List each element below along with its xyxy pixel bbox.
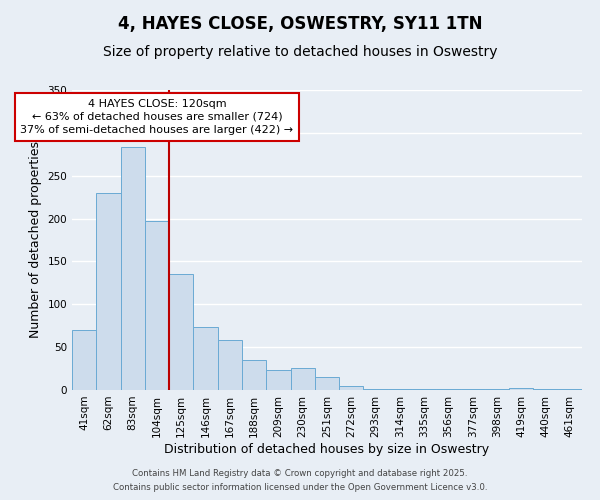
Bar xyxy=(558,389,582,390)
Bar xyxy=(485,389,509,390)
Bar xyxy=(121,148,145,390)
Bar xyxy=(509,388,533,390)
Bar xyxy=(315,377,339,390)
Bar xyxy=(96,193,121,390)
Bar xyxy=(72,330,96,390)
Bar xyxy=(339,386,364,390)
Bar xyxy=(436,389,461,390)
Bar xyxy=(169,274,193,390)
Bar xyxy=(145,221,169,390)
Y-axis label: Number of detached properties: Number of detached properties xyxy=(29,142,42,338)
Bar xyxy=(388,389,412,390)
Bar xyxy=(218,340,242,390)
Text: Contains public sector information licensed under the Open Government Licence v3: Contains public sector information licen… xyxy=(113,484,487,492)
Bar xyxy=(290,368,315,390)
Text: 4, HAYES CLOSE, OSWESTRY, SY11 1TN: 4, HAYES CLOSE, OSWESTRY, SY11 1TN xyxy=(118,15,482,33)
X-axis label: Distribution of detached houses by size in Oswestry: Distribution of detached houses by size … xyxy=(164,442,490,456)
Bar xyxy=(364,389,388,390)
Text: Contains HM Land Registry data © Crown copyright and database right 2025.: Contains HM Land Registry data © Crown c… xyxy=(132,468,468,477)
Bar xyxy=(412,389,436,390)
Bar xyxy=(461,389,485,390)
Bar xyxy=(266,370,290,390)
Text: 4 HAYES CLOSE: 120sqm
← 63% of detached houses are smaller (724)
37% of semi-det: 4 HAYES CLOSE: 120sqm ← 63% of detached … xyxy=(20,98,293,135)
Bar xyxy=(193,326,218,390)
Bar xyxy=(533,389,558,390)
Text: Size of property relative to detached houses in Oswestry: Size of property relative to detached ho… xyxy=(103,45,497,59)
Bar xyxy=(242,360,266,390)
